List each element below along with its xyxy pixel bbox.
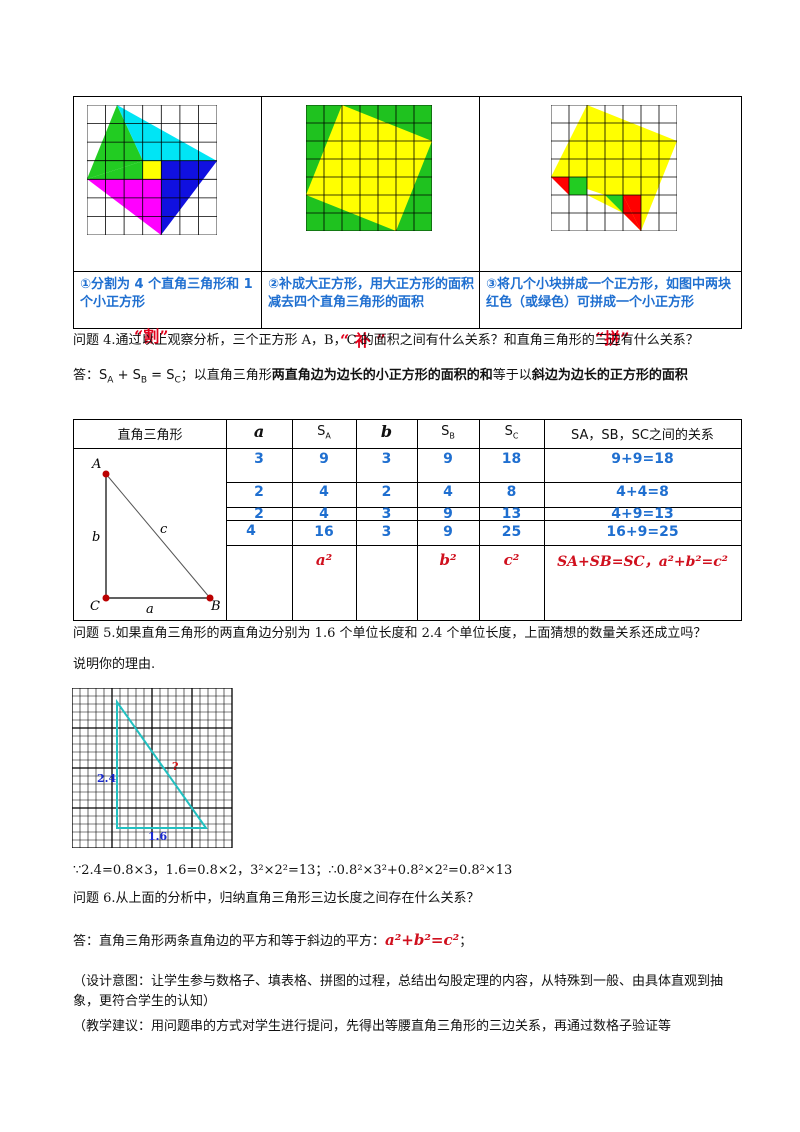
answer-4-bold2: 斜边为边长的正方形的面积 (531, 368, 688, 383)
cell: 16+9=25 (606, 524, 679, 540)
question-5-b: 说明你的理由. (73, 657, 156, 672)
formula-relation: SA+SB=SC，a²+b²=c² (557, 554, 728, 570)
formula-sc: c² (503, 551, 520, 569)
answer-6-end: ； (459, 934, 473, 949)
method-cell-2: “ 补 ” ②补成大正方形，用大正方形的面积减去四个直角三角形的面积 (262, 97, 480, 350)
method-label-fill: “ 补 ” (340, 331, 386, 350)
rearrange-figure (551, 105, 677, 231)
header-relation: SA，SB，SC之间的关系 (571, 428, 714, 443)
question-5: 问题 5.如果直角三角形的两直角边分别为 1.6 个单位长度和 2.4 个单位长… (73, 626, 707, 641)
cell: 4 (319, 506, 329, 522)
reason-text: ∵2.4=0.8×3，1.6=0.8×2，3²×2²=13；∴0.8²×3²+0… (73, 863, 513, 878)
row-line (226, 520, 741, 521)
header-a: a (253, 422, 265, 441)
cell: 3 (381, 506, 392, 522)
label-b-vertex: B (210, 599, 221, 614)
header-sa-sub: A (325, 431, 331, 441)
header-sa: SA (292, 424, 356, 441)
design-intent: （设计意图：让学生参与数格子、填表格、拼图的过程，总结出勾股定理的内容，从特殊到… (73, 974, 724, 1009)
answer-4-mid: ；以直角三角形 (180, 368, 272, 383)
header-sb-sub: B (449, 431, 455, 441)
header-triangle: 直角三角形 (117, 428, 183, 443)
cell: 4 (443, 484, 453, 500)
cell: 4+9=13 (611, 506, 674, 522)
sub-c: C (174, 375, 181, 386)
cut-figure (87, 105, 217, 235)
label-c-side: c (160, 522, 168, 537)
question-4: 问题 4.通过以上观察分析，三个正方形 A，B，C 的面积之间有什么关系？和直角… (73, 333, 699, 348)
formula-sb: b² (439, 551, 457, 569)
method-desc-cut: ①分割为 4 个直角三角形和 1 个小正方形 (80, 277, 253, 310)
answer-4-bold1: 两直角边为边长的小正方形的面积的和 (271, 368, 493, 383)
header-sc: SC (479, 424, 544, 441)
cell: 9 (319, 451, 329, 467)
answer-4-eq: = S (147, 368, 175, 383)
cell: 2 (381, 484, 392, 500)
question-6: 问题 6.从上面的分析中，归纳直角三角形三边长度之间存在什么关系？ (73, 891, 480, 906)
cell: 3 (254, 451, 264, 467)
row-line (226, 507, 741, 508)
answer-4-mid2: 等于以 (492, 368, 532, 383)
row-line (226, 545, 741, 546)
method-desc-rearrange: ③将几个小块拼成一个正方形，如图中两块红色（或绿色）可拼成一个小正方形 (486, 277, 732, 310)
label-a-side: a (146, 602, 154, 616)
cell: 9 (443, 506, 453, 522)
method-cell-1: “割” ①分割为 4 个直角三角形和 1 个小正方形 (74, 97, 262, 346)
answer-4-plus: + S (113, 368, 141, 383)
cell: 25 (501, 524, 522, 540)
cell: 9 (443, 524, 453, 540)
fill-figure (306, 105, 432, 231)
cell: 16 (314, 524, 334, 540)
data-table: 直角三角形 a SA b SB SC SA，SB，SC之间的关系 3 9 3 9… (73, 419, 742, 621)
method-cell-3: “拼” ③将几个小块拼成一个正方形，如图中两块红色（或绿色）可拼成一个小正方形 (480, 97, 741, 348)
sub-b: B (140, 375, 148, 386)
methods-table: “割” ①分割为 4 个直角三角形和 1 个小正方形 “ 补 ” ②补成大正方形… (73, 96, 742, 350)
answer-4-prefix: 答：S (73, 368, 108, 383)
method-desc-fill: ②补成大正方形，用大正方形的面积减去四个直角三角形的面积 (268, 277, 475, 310)
cell: 2 (254, 506, 264, 522)
cell: 18 (501, 451, 522, 467)
answer-6-text: 答：直角三角形两条直角边的平方和等于斜边的平方： (73, 934, 386, 949)
cell: 2 (254, 484, 264, 500)
cell: 4 (319, 484, 329, 500)
label-question: ? (172, 760, 178, 773)
grid-figure: 2.4 1.6 ? (72, 688, 233, 848)
label-a-vertex: A (91, 457, 101, 472)
row-line (74, 448, 226, 449)
sub-a: A (107, 375, 114, 386)
method-label-rearrange: “拼” (595, 329, 630, 348)
header-sc-sub: C (512, 431, 519, 441)
cell: 9+9=18 (611, 451, 674, 467)
right-triangle-figure: A C B b a c (90, 457, 221, 616)
header-b: b (380, 422, 393, 441)
cell: 3 (381, 451, 392, 467)
formula-sa: a² (315, 551, 333, 569)
cell: 4 (246, 523, 256, 539)
cell: 4+4=8 (616, 484, 669, 500)
header-sb-s: S (441, 424, 450, 439)
method-label-cut: “割” (134, 327, 169, 346)
label-b-side: b (92, 530, 100, 545)
row-line (226, 448, 741, 449)
header-sb: SB (417, 424, 479, 441)
answer-6-formula: a²+b²=c² (385, 931, 460, 949)
label-c-vertex: C (90, 599, 100, 614)
header-sa-s: S (317, 424, 326, 439)
label-2-4: 2.4 (97, 772, 116, 785)
answer-4: 答：SA + SB = SC；以直角三角形两直角边为边长的小正方形的面积的和等于… (73, 361, 753, 396)
cell: 9 (443, 451, 453, 467)
row-line (226, 482, 741, 483)
table-divider (74, 271, 741, 272)
header-sc-s: S (504, 424, 513, 439)
cell: 8 (506, 484, 517, 500)
teaching-suggestion: （教学建议：用问题串的方式对学生进行提问，先得出等腰直角三角形的三边关系，再通过… (73, 1019, 672, 1034)
label-1-6: 1.6 (148, 830, 167, 843)
answer-6: 答：直角三角形两条直角边的平方和等于斜边的平方：a²+b²=c²； (73, 928, 472, 954)
cell: 13 (501, 506, 522, 522)
cell: 3 (381, 524, 392, 540)
